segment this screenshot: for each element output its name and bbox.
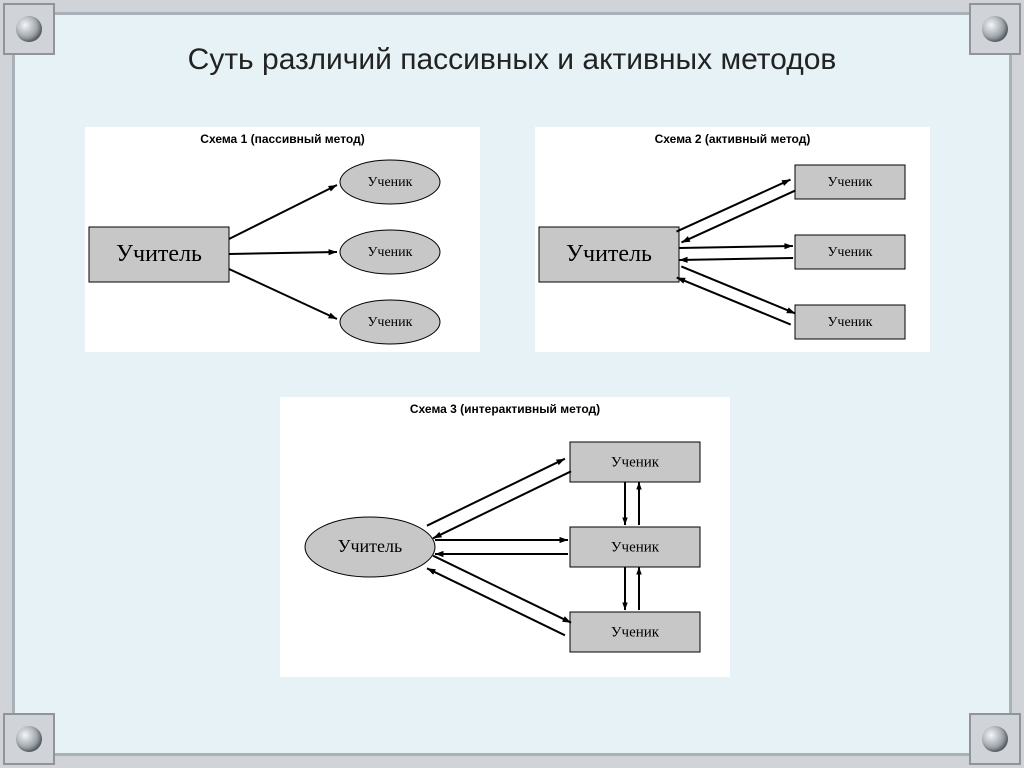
teacher-node-label: Учитель <box>116 241 202 267</box>
student-node-1-label: Ученик <box>368 175 413 190</box>
panel1-title: Схема 1 (пассивный метод) <box>200 132 364 146</box>
page-title: Суть различий пассивных и активных метод… <box>15 15 1009 87</box>
corner-rivet-tr <box>969 3 1021 55</box>
student-node-2-label: Ученик <box>368 245 413 260</box>
student-node-3-label: Ученик <box>611 624 660 640</box>
teacher-node-label: Учитель <box>338 536 402 556</box>
inner-frame: Суть различий пассивных и активных метод… <box>12 12 1012 756</box>
student-node-1-label: Ученик <box>828 175 873 190</box>
outer-frame: Суть различий пассивных и активных метод… <box>0 0 1024 768</box>
student-node-3-label: Ученик <box>828 315 873 330</box>
panel3-title: Схема 3 (интерактивный метод) <box>410 402 600 416</box>
student-node-1-label: Ученик <box>611 454 660 470</box>
student-node-3-label: Ученик <box>368 315 413 330</box>
panels-container: Схема 1 (пассивный метод) Учитель Ученик Уч… <box>15 87 1009 745</box>
corner-rivet-tl <box>3 3 55 55</box>
diagram-interactive-method: Схема 3 (интерактивный метод) Учитель Учен… <box>280 397 730 677</box>
diagram-active-method: Схема 2 (активный метод) Учитель Ученик Уче… <box>535 127 930 352</box>
diagram-passive-method: Схема 1 (пассивный метод) Учитель Ученик Уч… <box>85 127 480 352</box>
teacher-node-label: Учитель <box>566 241 652 267</box>
student-node-2-label: Ученик <box>828 245 873 260</box>
panel2-title: Схема 2 (активный метод) <box>655 132 811 146</box>
student-node-2-label: Ученик <box>611 539 660 555</box>
